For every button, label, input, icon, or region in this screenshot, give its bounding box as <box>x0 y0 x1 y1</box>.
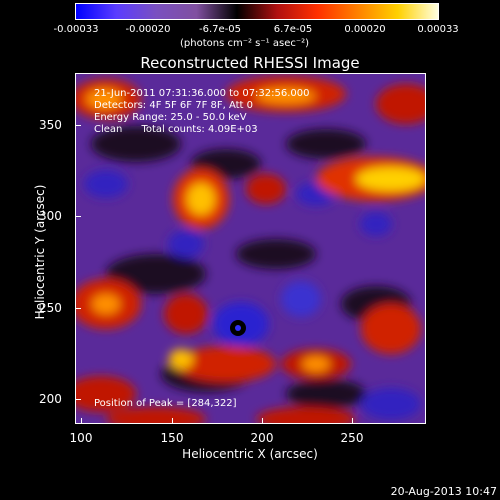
colorbar-units: (photons cm⁻² s⁻¹ asec⁻²) <box>180 38 310 49</box>
x-axis-label: Heliocentric X (arcsec) <box>182 447 318 461</box>
colorbar <box>75 3 439 20</box>
colorbar-tick: -0.00033 <box>53 24 99 35</box>
x-tick-label: 200 <box>250 431 274 445</box>
image-plot: 21-Jun-2011 07:31:36.000 to 07:32:56.000… <box>75 73 426 424</box>
timestamp: 20-Aug-2013 10:47 <box>390 485 497 498</box>
y-tick-label: 350 <box>39 118 62 132</box>
x-tick-label: 100 <box>69 431 93 445</box>
y-tick-label: 300 <box>39 209 62 223</box>
colorbar-tick: -6.7e-05 <box>199 24 241 35</box>
plot-title: Reconstructed RHESSI Image <box>140 54 360 72</box>
time-range-label: 21-Jun-2011 07:31:36.000 to 07:32:56.000 <box>94 88 310 99</box>
colorbar-tick: -0.00020 <box>125 24 171 35</box>
y-axis-label: Heliocentric Y (arcsec) <box>33 184 47 320</box>
y-tick-label: 200 <box>39 392 62 406</box>
peak-position-label: Position of Peak = [284,322] <box>94 398 237 409</box>
clean-counts-label: Clean Total counts: 4.09E+03 <box>94 124 258 135</box>
colorbar-tick: 6.7e-05 <box>273 24 313 35</box>
colorbar-tick: 0.00033 <box>417 24 459 35</box>
detectors-label: Detectors: 4F 5F 6F 7F 8F, Att 0 <box>94 100 254 111</box>
energy-range-label: Energy Range: 25.0 - 50.0 keV <box>94 112 247 123</box>
x-tick-label: 150 <box>160 431 184 445</box>
rhessi-image-map <box>76 74 425 423</box>
y-tick-label: 250 <box>39 301 62 315</box>
colorbar-tick: 0.00020 <box>344 24 386 35</box>
x-tick-label: 250 <box>340 431 364 445</box>
